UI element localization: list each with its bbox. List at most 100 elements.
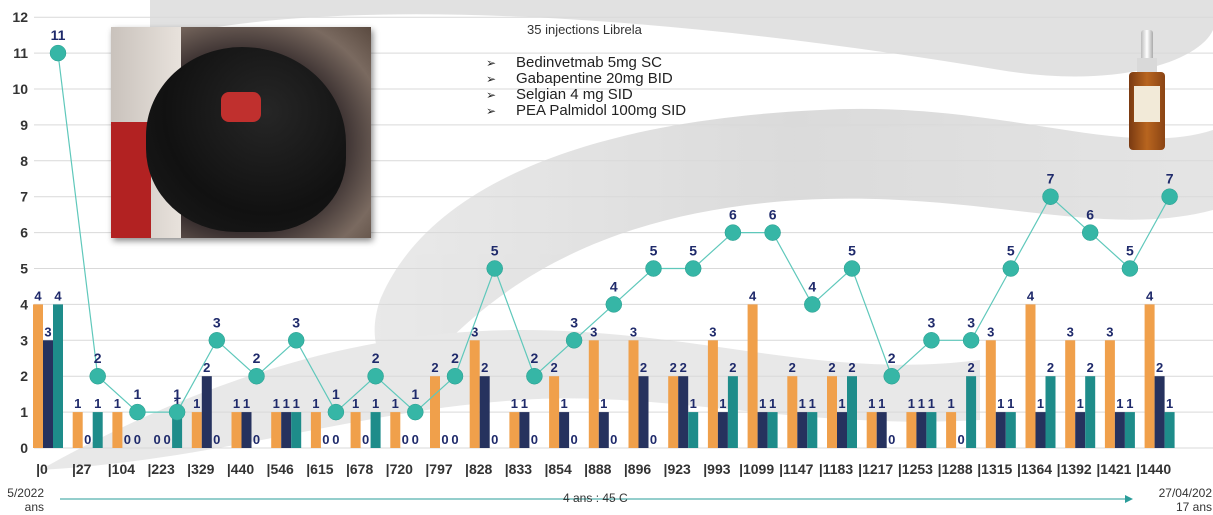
bar-data-label: 1 [243, 396, 250, 411]
bar [678, 376, 689, 448]
x-tick-label: |1253 [898, 461, 933, 477]
drug-item: ➢ PEA Palmidol 100mg SID [486, 102, 687, 119]
line-point [367, 367, 384, 385]
arrow-bullet-icon: ➢ [486, 72, 497, 86]
arrow-bullet-icon: ➢ [486, 56, 497, 70]
bar-data-label: 0 [362, 432, 369, 447]
y-tick-label: 0 [20, 440, 28, 456]
bar-data-label: 1 [273, 396, 280, 411]
line-point [287, 332, 305, 349]
bar [1035, 412, 1046, 448]
bar-data-label: 3 [1067, 324, 1074, 339]
bar-data-label: 0 [441, 432, 448, 447]
bar-data-label: 2 [848, 360, 855, 375]
x-tick-label: |896 [624, 461, 651, 477]
bar-data-label: 1 [312, 396, 319, 411]
bar-data-label: 1 [878, 396, 885, 411]
x-tick-label: |329 [187, 461, 214, 477]
bar [469, 340, 480, 448]
bar [43, 340, 53, 448]
point-data-label: 2 [94, 350, 102, 366]
point-data-label: 1 [173, 386, 181, 402]
dog-photo [111, 27, 371, 238]
bar-data-label: 0 [134, 432, 141, 447]
line-point [1161, 188, 1178, 205]
line-point [1081, 224, 1099, 241]
bar-data-label: 1 [759, 396, 766, 411]
point-data-label: 2 [372, 350, 380, 366]
bar-data-label: 0 [153, 432, 160, 447]
x-tick-label: |1217 [858, 461, 893, 477]
x-tick-label: |104 [108, 461, 135, 477]
point-data-label: 2 [253, 350, 261, 366]
bar-data-label: 1 [560, 396, 567, 411]
bar-data-label: 0 [570, 432, 577, 447]
bar-data-label: 0 [402, 432, 409, 447]
bar-data-label: 1 [521, 396, 528, 411]
bar [966, 376, 977, 448]
bar-data-label: 4 [1027, 288, 1035, 303]
bar [191, 412, 202, 448]
bar-data-label: 2 [967, 360, 974, 375]
arrow-bullet-icon: ➢ [486, 88, 497, 102]
bar-data-label: 3 [630, 324, 637, 339]
bar [688, 412, 699, 448]
bar [995, 412, 1006, 448]
bar-data-label: 0 [610, 432, 617, 447]
bar-data-label: 2 [481, 360, 488, 375]
line-point [684, 260, 702, 277]
line-point [446, 367, 464, 385]
bar-data-label: 2 [670, 360, 677, 375]
y-tick-label: 3 [20, 332, 28, 348]
line-point [645, 260, 662, 277]
bar-data-label: 1 [719, 396, 726, 411]
bar-data-label: 1 [908, 396, 915, 411]
bar [985, 340, 996, 448]
bar [231, 412, 242, 448]
x-tick-label: |797 [425, 461, 452, 477]
point-data-label: 3 [570, 314, 578, 330]
point-data-label: 2 [451, 350, 459, 366]
bar-data-label: 1 [809, 396, 816, 411]
line-point [248, 367, 265, 385]
x-tick-label: |1315 [977, 461, 1012, 477]
bar-data-label: 0 [163, 432, 170, 447]
bar-data-label: 1 [997, 396, 1004, 411]
footer-start: 5/2022 ans [0, 486, 44, 514]
bar-data-label: 0 [451, 432, 458, 447]
bar [430, 376, 440, 448]
bar [588, 340, 599, 448]
line-point [49, 44, 67, 62]
footer-end: 27/04/202 17 ans [1146, 486, 1212, 514]
line-point [208, 332, 226, 349]
bar-data-label: 1 [74, 396, 81, 411]
bar-data-label: 1 [173, 396, 180, 411]
point-data-label: 3 [213, 314, 221, 330]
point-data-label: 6 [1086, 207, 1094, 223]
bar-data-label: 1 [1126, 396, 1133, 411]
bar-data-label: 2 [729, 360, 736, 375]
x-tick-label: |888 [584, 461, 611, 477]
footer-start-age: ans [24, 500, 44, 514]
bar [281, 412, 292, 448]
bar [509, 412, 520, 448]
bar [827, 376, 837, 448]
bar-data-label: 2 [203, 360, 210, 375]
y-tick-label: 2 [20, 368, 28, 384]
bar [1065, 340, 1076, 448]
bar-data-label: 1 [838, 396, 845, 411]
bar-data-label: 1 [947, 396, 954, 411]
bar [926, 412, 937, 448]
bar-data-label: 4 [34, 288, 42, 303]
bar-data-label: 3 [471, 324, 478, 339]
x-tick-label: |440 [227, 461, 254, 477]
point-data-label: 4 [808, 278, 816, 294]
bar-data-label: 0 [531, 432, 538, 447]
bar-data-label: 4 [1146, 288, 1154, 303]
bar [92, 412, 103, 448]
bar [1154, 376, 1165, 448]
line-point [1042, 188, 1059, 205]
y-tick-label: 1 [20, 404, 28, 420]
line-point [1002, 260, 1020, 277]
